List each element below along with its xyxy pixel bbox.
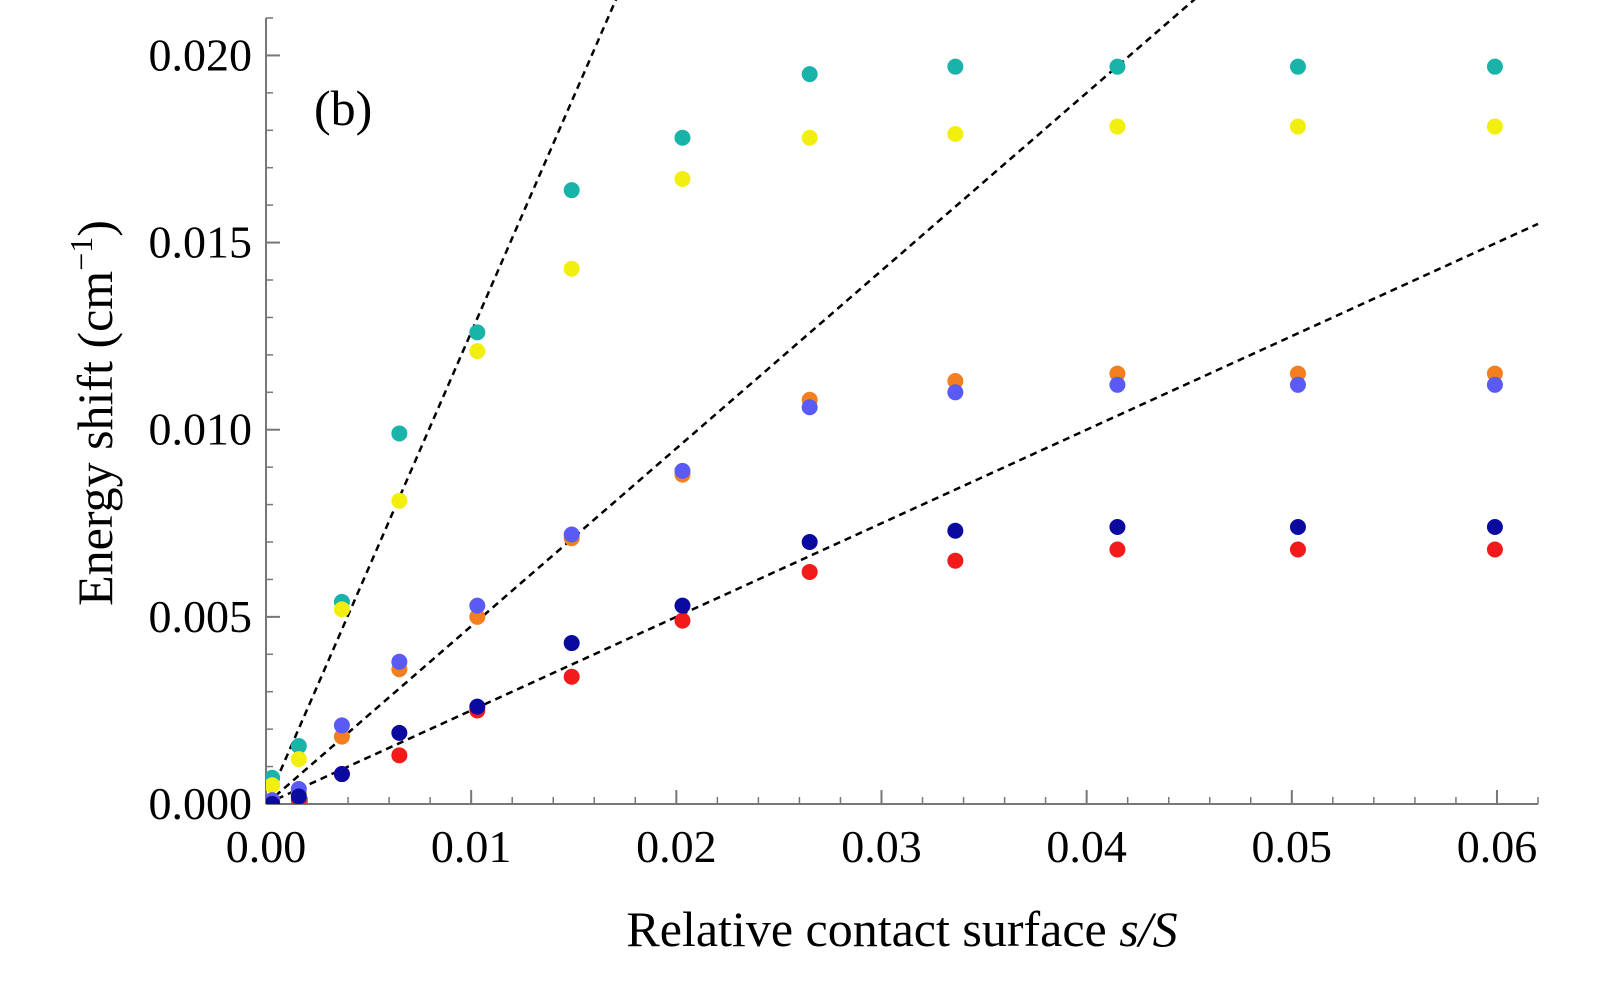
fit-line-medium [266,0,1196,804]
data-point-yellow [801,129,818,146]
data-point-red [391,747,408,764]
data-point-light-blue [801,399,818,416]
data-point-light-blue [333,717,350,734]
x-tick-label: 0.03 [841,821,922,872]
data-point-orange [1289,365,1306,382]
series-orange [266,365,1503,804]
data-point-light-blue [469,597,486,614]
y-tick-label: 0.000 [149,778,253,829]
data-point-dark-blue [563,635,580,652]
y-axis-title: Energy shift (cm−1) [63,220,123,606]
data-point-teal [563,182,580,199]
data-point-yellow [1109,118,1126,135]
data-point-dark-blue [391,724,408,741]
data-point-teal [1486,58,1503,75]
data-points [266,58,1503,804]
data-point-dark-blue [674,597,691,614]
y-tick-label: 0.005 [149,591,253,642]
series-red [266,541,1503,804]
data-point-orange [1486,365,1503,382]
data-point-light-blue [563,526,580,543]
data-point-orange [469,608,486,625]
y-tick-label: 0.010 [149,404,253,455]
data-point-yellow [1486,118,1503,135]
y-tick-label: 0.015 [149,217,253,268]
fit-line-steep [266,0,618,804]
fit-line-shallow [266,222,1539,804]
data-point-light-blue [1109,376,1126,393]
series-dark-blue [266,519,1503,804]
fit-lines [266,0,1539,804]
data-point-red [1486,541,1503,558]
x-axis-title-variable: s/S [1119,901,1177,957]
data-point-teal [801,66,818,83]
data-point-light-blue [1289,376,1306,393]
data-point-dark-blue [1289,519,1306,536]
data-point-dark-blue [1109,519,1126,536]
data-point-red [563,668,580,685]
data-point-teal [1109,58,1126,75]
series-yellow [266,118,1503,794]
data-point-yellow [947,126,964,143]
x-tick-label: 0.00 [226,821,307,872]
series-teal [266,58,1503,786]
data-point-orange [333,728,350,745]
data-point-dark-blue [266,796,281,804]
data-point-red [1109,541,1126,558]
data-point-orange [1109,365,1126,382]
data-point-dark-blue [947,522,964,539]
x-axis-title: Relative contact surface s/S [626,901,1177,957]
data-point-light-blue [391,653,408,670]
data-point-teal [290,737,307,754]
data-point-yellow [391,492,408,509]
x-tick-label: 0.01 [431,821,512,872]
data-point-yellow [563,260,580,277]
x-axis-title-text: Relative contact surface [626,901,1119,957]
data-point-dark-blue [1486,519,1503,536]
data-point-dark-blue [469,698,486,715]
x-tick-label: 0.02 [636,821,717,872]
data-point-light-blue [1486,376,1503,393]
x-tick-label: 0.06 [1457,821,1538,872]
y-axis-title-close: ) [67,220,123,237]
data-point-teal [469,324,486,341]
panel-label: (b) [314,80,372,136]
data-point-yellow [1289,118,1306,135]
data-point-light-blue [674,462,691,479]
series-light-blue [266,376,1503,804]
axes: 0.00 0.01 0.02 0.03 0.04 0.05 0.06 0.000 0.005 0.… [149,17,1539,872]
data-point-teal [674,129,691,146]
y-tick-label: 0.020 [149,29,253,80]
data-point-yellow [266,777,281,794]
data-point-red [674,612,691,629]
data-point-teal [391,425,408,442]
data-point-red [947,552,964,569]
y-axis-title-text: Energy shift (cm [67,271,123,606]
data-point-red [1289,541,1306,558]
data-point-light-blue [947,384,964,401]
y-axis-title-exponent: −1 [63,237,99,271]
data-point-yellow [290,751,307,768]
x-tick-label: 0.04 [1046,821,1127,872]
data-point-yellow [469,343,486,360]
data-point-yellow [333,601,350,618]
data-point-yellow [674,170,691,187]
data-point-orange [947,373,964,390]
data-point-teal [947,58,964,75]
data-point-red [801,563,818,580]
data-point-dark-blue [290,788,307,804]
x-tick-label: 0.05 [1252,821,1333,872]
data-point-dark-blue [333,766,350,783]
data-point-dark-blue [801,534,818,550]
data-point-teal [1289,58,1306,75]
